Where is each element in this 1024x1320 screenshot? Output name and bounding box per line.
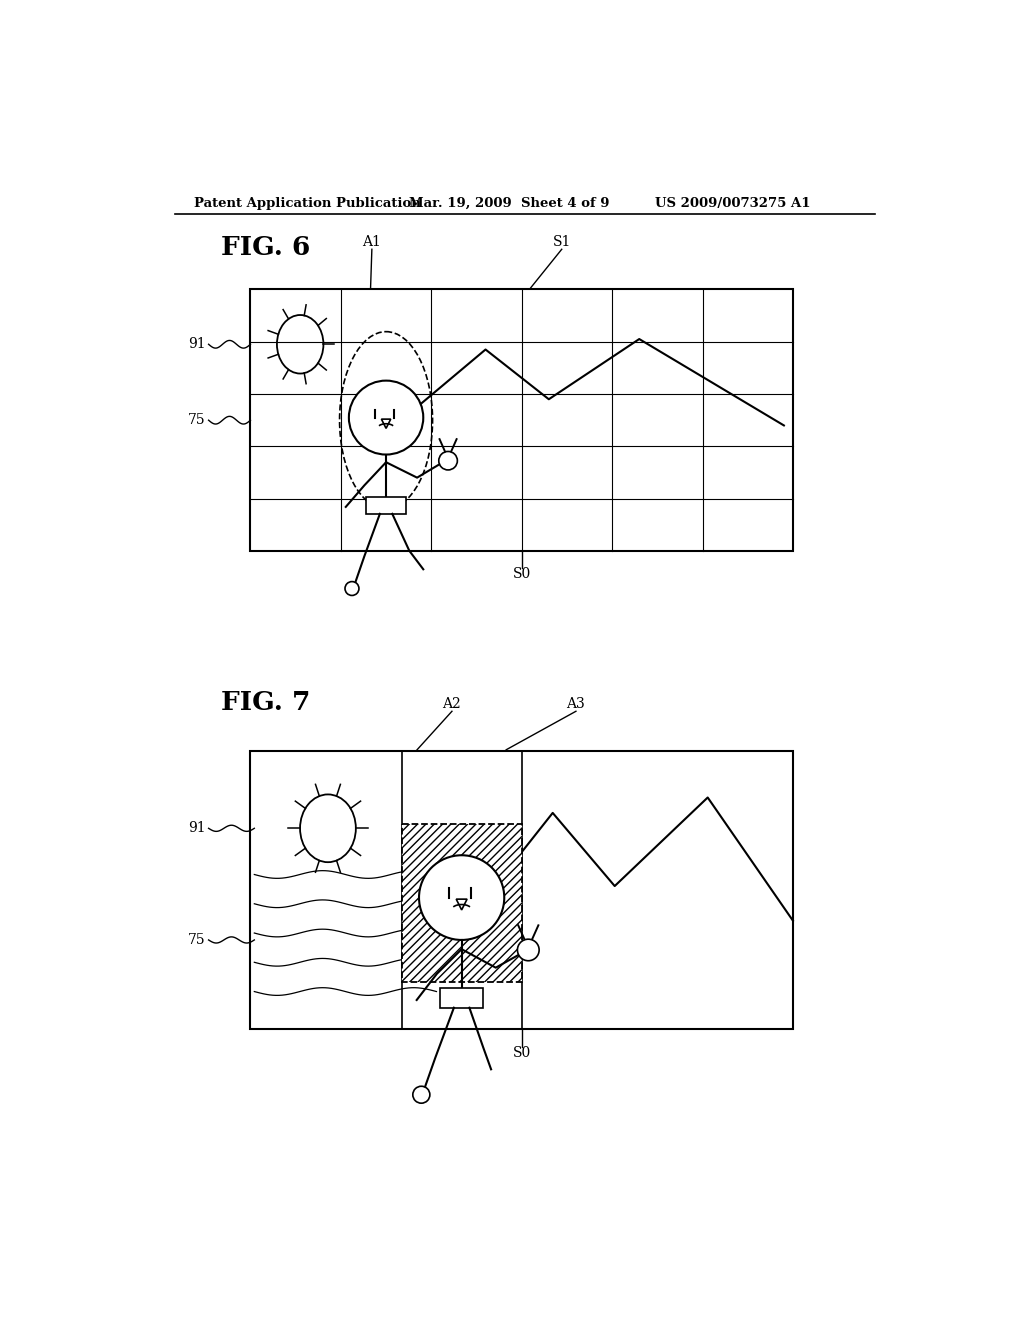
Text: A3: A3 [566, 697, 586, 711]
Text: 91: 91 [187, 338, 206, 351]
Circle shape [517, 940, 540, 961]
Text: A1: A1 [362, 235, 381, 249]
Bar [251, 751, 793, 1028]
Text: S0: S0 [513, 568, 530, 581]
Text: Patent Application Publication: Patent Application Publication [194, 197, 421, 210]
Circle shape [345, 582, 359, 595]
Circle shape [349, 380, 423, 454]
Bar [401, 825, 521, 982]
Text: A2: A2 [442, 697, 462, 711]
Polygon shape [366, 496, 407, 513]
Circle shape [419, 855, 504, 940]
Text: S1: S1 [553, 235, 571, 249]
Text: US 2009/0073275 A1: US 2009/0073275 A1 [655, 197, 811, 210]
Text: FIG. 6: FIG. 6 [221, 235, 310, 260]
Polygon shape [440, 987, 483, 1007]
Text: 75: 75 [187, 413, 206, 428]
Circle shape [438, 451, 458, 470]
Text: S0: S0 [513, 1047, 530, 1060]
Text: FIG. 7: FIG. 7 [221, 689, 310, 714]
Text: Mar. 19, 2009  Sheet 4 of 9: Mar. 19, 2009 Sheet 4 of 9 [409, 197, 609, 210]
Text: 75: 75 [187, 933, 206, 946]
Circle shape [413, 1086, 430, 1104]
Text: 91: 91 [187, 821, 206, 836]
Bar [251, 289, 793, 552]
